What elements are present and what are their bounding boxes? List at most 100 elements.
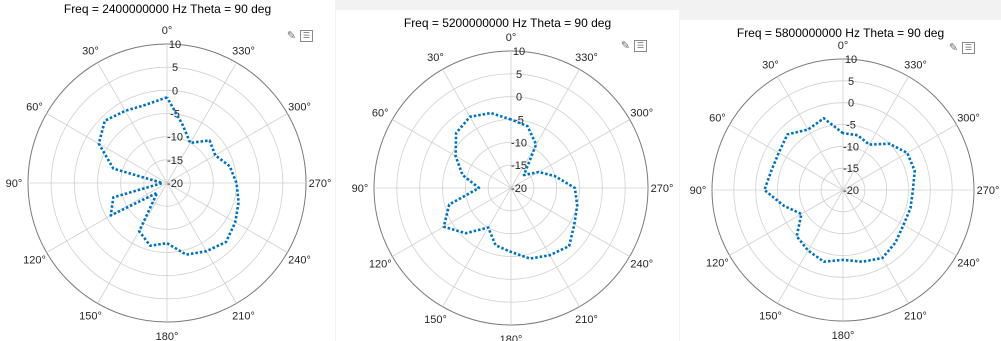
angle-tick-label: 90° (352, 183, 369, 195)
radial-tick-label: -10 (511, 137, 527, 149)
angle-tick-label: 330° (575, 52, 598, 64)
polar-plot-panel: Freq = 2400000000 Hz Theta = 90 deg ✎ ☰ … (0, 0, 335, 341)
angle-tick-label: 330° (904, 59, 927, 71)
radial-tick-label: -10 (167, 132, 183, 144)
legend-toggle-icon[interactable]: ☰ (634, 40, 647, 52)
angle-tick-label: 30° (82, 45, 99, 57)
angle-tick-label: 120° (23, 255, 46, 267)
radial-tick-label: 0 (848, 98, 854, 110)
plot-title: Freq = 5200000000 Hz Theta = 90 deg (403, 16, 612, 30)
angle-tick-label: 330° (232, 45, 255, 57)
polar-axes[interactable]: 0° 30° 60° 90° 120° 150° 180° 210° 240° 270° 300° 3… (680, 20, 1001, 341)
angle-tick-label: 0° (838, 40, 849, 52)
polar-grid-spoke (166, 113, 288, 184)
polar-grid-spoke (510, 187, 630, 257)
radial-tick-label: -15 (511, 160, 527, 172)
angle-tick-label: 150° (79, 311, 102, 323)
radial-tick-label: 5 (516, 69, 522, 81)
angle-tick-label: 300° (957, 113, 980, 125)
legend-toggle-icon[interactable]: ☰ (962, 42, 975, 54)
angle-tick-label: 210° (575, 314, 598, 326)
legend-toggle-icon[interactable]: ☰ (300, 30, 313, 42)
polar-grid-spoke (46, 113, 168, 184)
radial-tick-label: 0 (172, 85, 178, 97)
radial-tick-label: -5 (846, 120, 856, 132)
angle-tick-label: 270° (977, 185, 1000, 197)
polar-grid-spoke (97, 182, 168, 304)
radial-tick-label: -20 (167, 178, 183, 190)
polar-grid-spoke (166, 62, 237, 184)
polar-grid-spoke (510, 187, 580, 307)
polar-grid-spoke (510, 119, 630, 189)
polar-grid-spoke (166, 182, 288, 253)
angle-tick-label: 0° (506, 32, 517, 44)
angle-tick-label: 180° (156, 331, 179, 341)
angle-tick-label: 90° (6, 178, 23, 190)
axes-toolbar: ✎ ☰ (285, 30, 313, 42)
angle-tick-label: 60° (709, 113, 726, 125)
polar-grid-spoke (842, 76, 909, 191)
radial-tick-label: -5 (514, 115, 524, 127)
plot-title: Freq = 5800000000 Hz Theta = 90 deg (736, 26, 945, 40)
angle-tick-label: 210° (904, 311, 927, 323)
angle-tick-label: 120° (369, 259, 392, 271)
plot-title: Freq = 2400000000 Hz Theta = 90 deg (63, 2, 272, 16)
polar-grid-spoke (442, 187, 512, 307)
angle-tick-label: 300° (288, 102, 311, 114)
radiation-pattern-trace (442, 111, 579, 260)
axes-toolbar: ✎ ☰ (947, 42, 975, 54)
polar-grid-spoke (392, 119, 512, 189)
radial-tick-label: 5 (848, 76, 854, 88)
angle-tick-label: 240° (288, 255, 311, 267)
polar-grid-spoke (392, 187, 512, 257)
radiation-pattern-trace (763, 117, 916, 263)
polar-grid-spoke (842, 124, 957, 191)
polar-grid-spoke (166, 182, 237, 304)
polar-grid-spoke (46, 182, 168, 253)
angle-tick-label: 120° (706, 258, 729, 270)
angle-tick-label: 90° (690, 185, 707, 197)
radial-tick-label: 0 (516, 92, 522, 104)
polar-plot-panel: Freq = 5200000000 Hz Theta = 90 deg ✎ ☰ … (336, 10, 679, 341)
radial-tick-label: -20 (511, 183, 527, 195)
brush-icon[interactable]: ✎ (948, 42, 959, 54)
polar-grid-spoke (729, 189, 844, 256)
angle-tick-label: 150° (759, 311, 782, 323)
radial-tick-label: -20 (843, 185, 859, 197)
angle-tick-label: 180° (832, 330, 855, 341)
angle-tick-label: 60° (372, 108, 389, 120)
brush-icon[interactable]: ✎ (286, 30, 297, 42)
polar-grid-spoke (442, 69, 512, 189)
angle-tick-label: 240° (957, 258, 980, 270)
angle-tick-label: 270° (651, 183, 674, 195)
axes-toolbar: ✎ ☰ (619, 40, 647, 52)
angle-tick-label: 30° (427, 52, 444, 64)
radial-tick-label: -5 (170, 109, 180, 121)
polar-plot-panel: Freq = 5800000000 Hz Theta = 90 deg ✎ ☰ … (680, 20, 1001, 341)
radial-tick-label: -10 (843, 141, 859, 153)
angle-tick-label: 150° (424, 314, 447, 326)
radial-tick-label: -15 (843, 163, 859, 175)
angle-tick-label: 270° (309, 178, 332, 190)
angle-tick-label: 210° (232, 311, 255, 323)
polar-grid-spoke (510, 69, 580, 189)
radial-tick-label: 5 (172, 62, 178, 74)
radial-tick-label: 10 (513, 46, 525, 58)
polar-axes[interactable]: 0° 30° 60° 90° 120° 150° 180° 210° 240° 270° 300° 3… (0, 0, 335, 341)
polar-grid-spoke (777, 76, 844, 191)
polar-grid-spoke (842, 189, 909, 304)
angle-tick-label: 0° (162, 25, 173, 37)
radiation-pattern-trace (97, 96, 240, 256)
radial-tick-label: 10 (845, 54, 857, 66)
polar-grid-spoke (777, 189, 844, 304)
angle-tick-label: 240° (630, 259, 653, 271)
polar-grid-spoke (842, 189, 957, 256)
angle-tick-label: 30° (762, 59, 779, 71)
polar-grid-spoke (729, 124, 844, 191)
angle-tick-label: 300° (630, 108, 653, 120)
angle-tick-label: 60° (26, 102, 43, 114)
polar-axes[interactable]: 0° 30° 60° 90° 120° 150° 180° 210° 240° 270° 300° 3… (336, 10, 679, 341)
radial-tick-label: 10 (169, 39, 181, 51)
brush-icon[interactable]: ✎ (620, 40, 631, 52)
